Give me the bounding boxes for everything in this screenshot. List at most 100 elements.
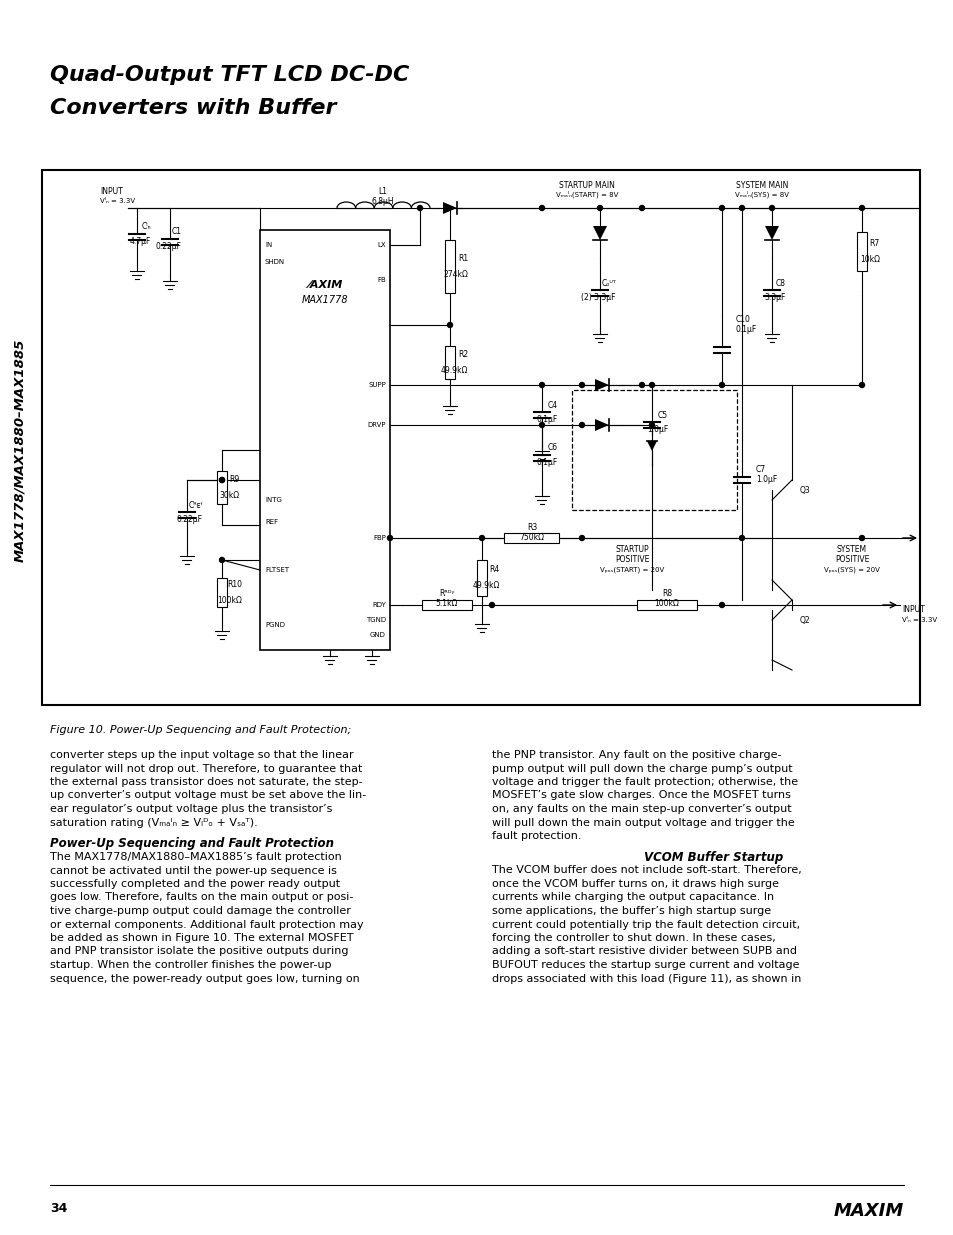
Text: Cₒᵁᵀ: Cₒᵁᵀ [600,279,616,288]
Text: the external pass transistor does not saturate, the step-: the external pass transistor does not sa… [50,777,362,787]
Text: TGND: TGND [366,618,386,622]
Bar [444,346,455,379]
Text: IN: IN [265,242,272,248]
Text: PGND: PGND [265,622,285,629]
Text: 1.0μF: 1.0μF [755,475,777,484]
Text: VCOM Buffer Startup: VCOM Buffer Startup [643,851,782,863]
Text: STARTUP MAIN: STARTUP MAIN [558,180,615,189]
Text: MAX1778/MAX1880–MAX1885: MAX1778/MAX1880–MAX1885 [13,338,27,562]
Text: C7: C7 [755,466,765,474]
Circle shape [539,205,544,210]
Bar [504,534,558,543]
Text: pump output will pull down the charge pump’s output: pump output will pull down the charge pu… [492,763,792,773]
Text: POSITIVE: POSITIVE [614,556,648,564]
Text: C10: C10 [735,315,750,325]
Circle shape [578,536,584,541]
Text: STARTUP: STARTUP [615,546,648,555]
Circle shape [447,322,452,327]
Text: BUFOUT reduces the startup surge current and voltage: BUFOUT reduces the startup surge current… [492,960,799,969]
Text: on, any faults on the main step-up converter’s output: on, any faults on the main step-up conve… [492,804,791,814]
Text: Vₚₒₛ(START) = 20V: Vₚₒₛ(START) = 20V [599,567,663,573]
Text: the PNP transistor. Any fault on the positive charge-: the PNP transistor. Any fault on the pos… [492,750,781,760]
Text: Power-Up Sequencing and Fault Protection: Power-Up Sequencing and Fault Protection [50,837,334,850]
Polygon shape [764,226,779,240]
Circle shape [649,422,654,427]
Text: Quad-Output TFT LCD DC-DC: Quad-Output TFT LCD DC-DC [50,65,409,85]
Text: (2) 3.3μF: (2) 3.3μF [581,294,616,303]
Text: Q3: Q3 [800,485,810,494]
Text: fault protection.: fault protection. [492,831,581,841]
Text: 1.0μF: 1.0μF [646,426,667,435]
Text: Vₚₒₛ(SYS) = 20V: Vₚₒₛ(SYS) = 20V [823,567,879,573]
Text: R8: R8 [661,589,671,599]
Polygon shape [593,226,606,240]
Circle shape [417,205,422,210]
Text: forcing the controller to shut down. In these cases,: forcing the controller to shut down. In … [492,932,775,944]
Text: The VCOM buffer does not include soft-start. Therefore,: The VCOM buffer does not include soft-st… [492,866,801,876]
Circle shape [719,383,723,388]
Text: 0.22μF: 0.22μF [177,515,203,525]
Text: cannot be activated until the power-up sequence is: cannot be activated until the power-up s… [50,866,336,876]
Polygon shape [646,441,657,451]
Text: will pull down the main output voltage and trigger the: will pull down the main output voltage a… [492,818,794,827]
Circle shape [479,536,484,541]
Circle shape [739,536,743,541]
Text: SUPP: SUPP [368,382,386,388]
Circle shape [219,478,224,483]
Text: INPUT: INPUT [100,188,123,196]
Circle shape [387,536,392,541]
Text: FB: FB [376,277,386,283]
Text: C6: C6 [547,443,558,452]
Text: once the VCOM buffer turns on, it draws high surge: once the VCOM buffer turns on, it draws … [492,879,779,889]
Text: goes low. Therefore, faults on the main output or posi-: goes low. Therefore, faults on the main … [50,893,353,903]
Circle shape [859,205,863,210]
Text: ear regulator’s output voltage plus the transistor’s: ear regulator’s output voltage plus the … [50,804,332,814]
Bar [422,600,471,610]
Text: startup. When the controller finishes the power-up: startup. When the controller finishes th… [50,960,331,969]
Bar [260,230,390,650]
Circle shape [649,383,654,388]
Text: C8: C8 [775,279,785,288]
Circle shape [769,205,774,210]
Text: GND: GND [370,632,386,638]
Text: 0.1μF: 0.1μF [537,458,558,467]
Text: successfully completed and the power ready output: successfully completed and the power rea… [50,879,340,889]
Text: some applications, the buffer’s high startup surge: some applications, the buffer’s high sta… [492,906,770,916]
Text: or external components. Additional fault protection may: or external components. Additional fault… [50,920,363,930]
Text: DRVP: DRVP [367,422,386,429]
Text: up converter’s output voltage must be set above the lin-: up converter’s output voltage must be se… [50,790,366,800]
Text: MAXIM: MAXIM [833,1202,903,1220]
Text: 49.9kΩ: 49.9kΩ [472,582,499,590]
Text: ⁄AXIM: ⁄AXIM [308,280,342,290]
Text: 4.7μF: 4.7μF [130,237,151,246]
Text: saturation rating (Vₘₐᴵₙ ≥ Vₗᴰₒ + Vₛₐᵀ).: saturation rating (Vₘₐᴵₙ ≥ Vₗᴰₒ + Vₛₐᵀ). [50,818,257,827]
Bar [216,578,227,608]
Text: Rᴿᴰʸ: Rᴿᴰʸ [438,589,455,599]
Text: POSITIVE: POSITIVE [834,556,868,564]
Text: 100kΩ: 100kΩ [217,597,242,605]
Circle shape [219,478,224,483]
Text: Vₘₐᴵₙ(START) = 8V: Vₘₐᴵₙ(START) = 8V [556,190,618,198]
Circle shape [639,383,644,388]
Text: REF: REF [265,519,278,525]
Text: SYSTEM: SYSTEM [836,546,866,555]
Circle shape [719,205,723,210]
Circle shape [539,422,544,427]
Bar [444,240,455,293]
Text: 30kΩ: 30kΩ [219,492,240,500]
Text: 0.22μF: 0.22μF [156,242,182,251]
Text: MOSFET’s gate slow charges. Once the MOSFET turns: MOSFET’s gate slow charges. Once the MOS… [492,790,790,800]
Text: R4: R4 [489,566,499,574]
Text: sequence, the power-ready output goes low, turning on: sequence, the power-ready output goes lo… [50,973,359,983]
Text: regulator will not drop out. Therefore, to guarantee that: regulator will not drop out. Therefore, … [50,763,362,773]
Circle shape [639,205,644,210]
Text: The MAX1778/MAX1880–MAX1885’s fault protection: The MAX1778/MAX1880–MAX1885’s fault prot… [50,852,341,862]
Text: 100kΩ: 100kΩ [654,599,679,609]
Circle shape [539,383,544,388]
Circle shape [445,205,450,210]
Text: Vᴵₙ = 3.3V: Vᴵₙ = 3.3V [100,198,135,204]
Text: 49.9kΩ: 49.9kΩ [440,366,468,375]
Text: R10: R10 [227,580,242,589]
Text: FLTSET: FLTSET [265,567,289,573]
Text: 0.1μF: 0.1μF [735,326,757,335]
